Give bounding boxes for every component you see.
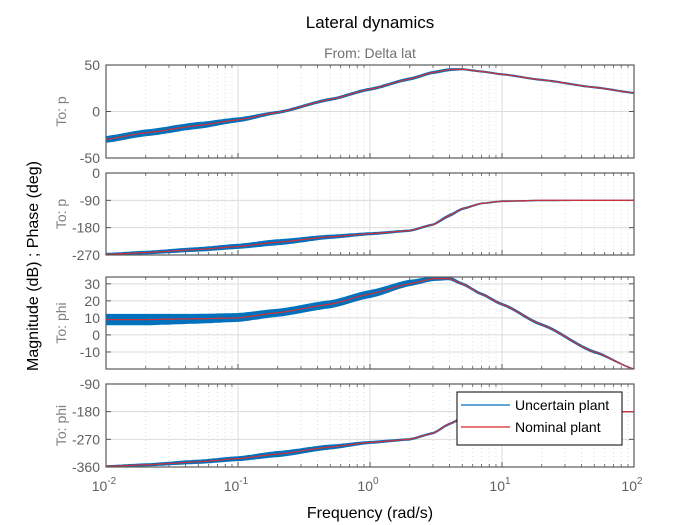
y-tick-label: 0 <box>92 165 100 181</box>
chart-subtitle: From: Delta lat <box>324 45 416 61</box>
nominal-plant-line <box>106 199 634 255</box>
y-tick-label: 10 <box>84 310 100 326</box>
x-tick-labels: 10-2 10-1 100 101 102 <box>92 476 643 494</box>
legend: Uncertain plant Nominal plant <box>456 391 623 446</box>
y-tick-label: 30 <box>84 276 100 292</box>
chart-title: Lateral dynamics <box>306 13 435 32</box>
row-label: To: p <box>53 96 69 127</box>
axes-box <box>105 383 635 468</box>
x-tick-label: 101 <box>489 476 511 494</box>
x-tick-label: 10-1 <box>224 476 249 494</box>
y-tick-label: 0 <box>92 104 100 120</box>
y-tick-label: -360 <box>72 459 100 475</box>
y-tick-label: -270 <box>72 247 100 263</box>
legend-box <box>456 391 623 446</box>
y-tick-label: 20 <box>84 293 100 309</box>
x-tick-label: 10-2 <box>92 476 117 494</box>
y-tick-label: -50 <box>80 150 100 166</box>
y-tick-label: -90 <box>80 192 100 208</box>
axes-box <box>105 276 635 370</box>
y-tick-label: -180 <box>72 404 100 420</box>
nominal-plant-line <box>106 68 634 141</box>
x-axis-label: Frequency (rad/s) <box>307 505 433 522</box>
y-tick-label: 0 <box>92 327 100 343</box>
y-tick-label: -10 <box>80 344 100 360</box>
x-tick-label: 102 <box>621 476 643 494</box>
nominal-plant-line <box>106 278 634 369</box>
panel-phase-p: 0 -90 -180 -270 To: p <box>53 165 635 263</box>
row-label: To: phi <box>53 405 69 446</box>
x-tick-label: 100 <box>357 476 379 494</box>
legend-label: Uncertain plant <box>515 397 609 413</box>
y-tick-label: -180 <box>72 220 100 236</box>
axes-box <box>105 64 635 159</box>
axes-box <box>105 172 635 256</box>
row-label: To: phi <box>53 302 69 343</box>
row-label: To: p <box>53 199 69 230</box>
panel-mag-p: -50 0 50 To: p <box>53 57 635 166</box>
y-tick-label: -270 <box>72 431 100 447</box>
y-tick-label: 50 <box>84 57 100 73</box>
uncertain-plant-band <box>106 68 634 143</box>
y-tick-label: -90 <box>80 376 100 392</box>
legend-label: Nominal plant <box>515 419 601 435</box>
y-axis-label: Magnitude (dB) ; Phase (deg) <box>25 161 42 371</box>
